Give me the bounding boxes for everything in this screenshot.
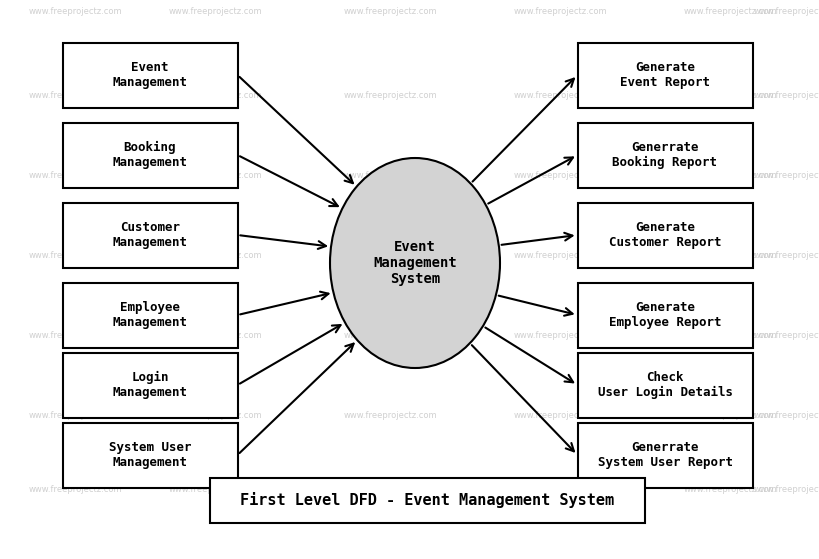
Text: Generate
Customer Report: Generate Customer Report <box>609 221 722 249</box>
Text: Generate
Event Report: Generate Event Report <box>620 61 710 89</box>
Text: www.freeprojectz.com: www.freeprojectz.com <box>514 170 607 179</box>
FancyBboxPatch shape <box>62 353 238 418</box>
Text: www.freeprojectz.com: www.freeprojectz.com <box>514 7 607 17</box>
Text: www.freeprojectz.com: www.freeprojectz.com <box>514 91 607 100</box>
Text: www.freeprojectz.com: www.freeprojectz.com <box>168 410 262 419</box>
Text: www.freeprojectz.com: www.freeprojectz.com <box>683 250 776 259</box>
Text: www.freeprojectz.com: www.freeprojectz.com <box>683 410 776 419</box>
Text: www.freeprojectz.com: www.freeprojectz.com <box>514 410 607 419</box>
Text: Event
Management
System: Event Management System <box>373 240 457 286</box>
FancyBboxPatch shape <box>577 353 753 418</box>
Text: www.freeprojectz.com: www.freeprojectz.com <box>28 91 122 100</box>
Text: www.freeprojectz.com: www.freeprojectz.com <box>343 410 437 419</box>
Text: Event
Management: Event Management <box>112 61 188 89</box>
Text: www.freeprojectz.com: www.freeprojectz.com <box>683 7 776 17</box>
Text: www.freeprojectz.com: www.freeprojectz.com <box>168 91 262 100</box>
Text: Check
User Login Details: Check User Login Details <box>598 371 732 399</box>
FancyBboxPatch shape <box>62 282 238 348</box>
FancyBboxPatch shape <box>62 202 238 268</box>
Text: www.freeprojectz.com: www.freeprojectz.com <box>168 170 262 179</box>
Text: www.freeprojectz.com: www.freeprojectz.com <box>753 91 819 100</box>
Text: www.freeprojectz.com: www.freeprojectz.com <box>753 170 819 179</box>
Text: Customer
Management: Customer Management <box>112 221 188 249</box>
Text: Login
Management: Login Management <box>112 371 188 399</box>
Text: System User
Management: System User Management <box>109 441 192 469</box>
Text: www.freeprojectz.com: www.freeprojectz.com <box>514 330 607 339</box>
Text: www.freeprojectz.com: www.freeprojectz.com <box>168 486 262 495</box>
Text: www.freeprojectz.com: www.freeprojectz.com <box>343 486 437 495</box>
Ellipse shape <box>330 158 500 368</box>
Text: Generrate
System User Report: Generrate System User Report <box>598 441 732 469</box>
Text: www.freeprojectz.com: www.freeprojectz.com <box>343 250 437 259</box>
FancyBboxPatch shape <box>577 122 753 187</box>
Text: www.freeprojectz.com: www.freeprojectz.com <box>168 7 262 17</box>
Text: www.freeprojectz.com: www.freeprojectz.com <box>683 91 776 100</box>
Text: www.freeprojectz.com: www.freeprojectz.com <box>168 250 262 259</box>
FancyBboxPatch shape <box>577 202 753 268</box>
FancyBboxPatch shape <box>62 423 238 487</box>
Text: www.freeprojectz.com: www.freeprojectz.com <box>343 330 437 339</box>
Text: www.freeprojectz.com: www.freeprojectz.com <box>343 170 437 179</box>
Text: First Level DFD - Event Management System: First Level DFD - Event Management Syste… <box>241 492 614 508</box>
FancyBboxPatch shape <box>210 477 645 523</box>
Text: www.freeprojectz.com: www.freeprojectz.com <box>514 486 607 495</box>
Text: www.freeprojectz.com: www.freeprojectz.com <box>683 486 776 495</box>
Text: www.freeprojectz.com: www.freeprojectz.com <box>753 7 819 17</box>
Text: www.freeprojectz.com: www.freeprojectz.com <box>753 250 819 259</box>
Text: www.freeprojectz.com: www.freeprojectz.com <box>28 486 122 495</box>
FancyBboxPatch shape <box>577 42 753 107</box>
Text: www.freeprojectz.com: www.freeprojectz.com <box>28 250 122 259</box>
Text: www.freeprojectz.com: www.freeprojectz.com <box>753 330 819 339</box>
FancyBboxPatch shape <box>62 122 238 187</box>
Text: Employee
Management: Employee Management <box>112 301 188 329</box>
FancyBboxPatch shape <box>577 282 753 348</box>
Text: www.freeprojectz.com: www.freeprojectz.com <box>28 330 122 339</box>
Text: www.freeprojectz.com: www.freeprojectz.com <box>514 250 607 259</box>
Text: www.freeprojectz.com: www.freeprojectz.com <box>683 170 776 179</box>
Text: www.freeprojectz.com: www.freeprojectz.com <box>683 330 776 339</box>
Text: www.freeprojectz.com: www.freeprojectz.com <box>343 7 437 17</box>
FancyBboxPatch shape <box>577 423 753 487</box>
Text: www.freeprojectz.com: www.freeprojectz.com <box>28 170 122 179</box>
Text: www.freeprojectz.com: www.freeprojectz.com <box>168 330 262 339</box>
Text: www.freeprojectz.com: www.freeprojectz.com <box>753 486 819 495</box>
Text: Generate
Employee Report: Generate Employee Report <box>609 301 722 329</box>
Text: Booking
Management: Booking Management <box>112 141 188 169</box>
Text: www.freeprojectz.com: www.freeprojectz.com <box>753 410 819 419</box>
Text: www.freeprojectz.com: www.freeprojectz.com <box>343 91 437 100</box>
Text: www.freeprojectz.com: www.freeprojectz.com <box>28 410 122 419</box>
Text: www.freeprojectz.com: www.freeprojectz.com <box>28 7 122 17</box>
Text: Generrate
Booking Report: Generrate Booking Report <box>613 141 717 169</box>
FancyBboxPatch shape <box>62 42 238 107</box>
